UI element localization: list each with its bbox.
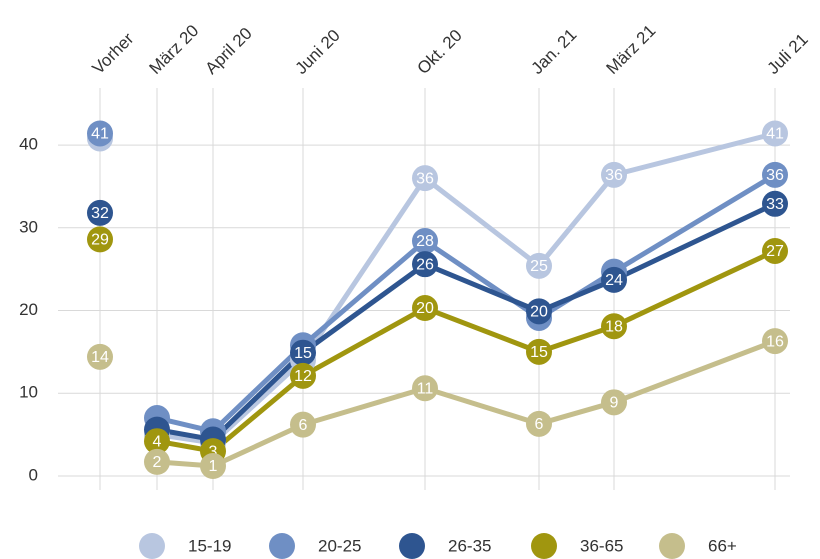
data-point (144, 448, 170, 475)
y-tick-label: 0 (29, 465, 38, 484)
data-point (87, 343, 113, 370)
data-label: 29 (91, 232, 109, 249)
x-tick-label: März 21 (603, 21, 660, 78)
data-point (601, 161, 627, 188)
data-label: 24 (605, 272, 623, 289)
data-point (526, 410, 552, 437)
data-label: 16 (766, 333, 784, 350)
data-label: 36 (416, 170, 434, 187)
data-point (601, 389, 627, 416)
x-tick-label: März 20 (146, 21, 203, 78)
data-label: 26 (416, 256, 434, 273)
data-label: 2 (153, 454, 162, 471)
data-point (412, 295, 438, 322)
legend-swatch (399, 533, 425, 559)
data-label: 36 (766, 167, 784, 184)
data-point (290, 362, 316, 389)
legend-swatch (659, 533, 685, 559)
data-label: 32 (91, 205, 109, 222)
data-point (526, 298, 552, 325)
data-point (412, 251, 438, 278)
legend-label: 15-19 (188, 536, 231, 555)
x-tick-label: Vorher (89, 29, 138, 78)
data-point (762, 237, 788, 264)
data-label: 25 (530, 258, 548, 275)
data-label: 14 (91, 349, 109, 366)
data-point (87, 199, 113, 226)
legend-label: 26-35 (448, 536, 491, 555)
data-label: 36 (605, 167, 623, 184)
data-label: 20 (416, 300, 434, 317)
data-point (762, 328, 788, 355)
data-label: 33 (766, 196, 784, 213)
data-label: 9 (610, 395, 619, 412)
legend-label: 66+ (708, 536, 737, 555)
data-point (762, 120, 788, 147)
legend-swatch (269, 533, 295, 559)
data-label: 3 (209, 443, 218, 460)
data-point (762, 161, 788, 188)
y-tick-label: 40 (19, 135, 38, 154)
data-point (200, 453, 226, 480)
data-label: 6 (299, 417, 308, 434)
data-point (412, 228, 438, 255)
data-label: 4 (153, 433, 162, 450)
y-tick-label: 10 (19, 383, 38, 402)
data-label: 1 (209, 458, 218, 475)
data-label: 28 (416, 233, 434, 250)
legend-swatch (531, 533, 557, 559)
x-tick-label: Okt. 20 (414, 26, 466, 78)
data-label: 18 (605, 318, 623, 335)
legend-swatch (139, 533, 165, 559)
data-point (601, 266, 627, 293)
x-tick-label: Juni 20 (292, 26, 344, 78)
x-tick-label: April 20 (202, 24, 256, 78)
data-label: 11 (417, 380, 434, 397)
data-point (412, 375, 438, 402)
legend-label: 20-25 (318, 536, 361, 555)
data-label: 15 (294, 345, 312, 362)
data-point (144, 428, 170, 455)
x-tick-label: Juli 21 (764, 30, 812, 78)
data-point (601, 313, 627, 340)
data-label: 41 (766, 126, 784, 143)
data-label: 12 (294, 368, 312, 385)
data-point (290, 411, 316, 438)
data-point (526, 252, 552, 279)
data-point (412, 165, 438, 192)
data-point (87, 226, 113, 253)
data-point (290, 339, 316, 366)
data-label: 27 (766, 243, 784, 260)
data-label: 20 (530, 304, 548, 321)
legend-label: 36-65 (580, 536, 623, 555)
y-tick-label: 20 (19, 300, 38, 319)
data-point (526, 338, 552, 365)
data-label: 15 (530, 344, 548, 361)
data-point (87, 120, 113, 147)
data-label: 6 (535, 416, 544, 433)
x-tick-label: Jan. 21 (528, 25, 581, 78)
y-tick-label: 30 (19, 217, 38, 236)
data-point (762, 190, 788, 217)
data-label: 41 (91, 126, 109, 143)
